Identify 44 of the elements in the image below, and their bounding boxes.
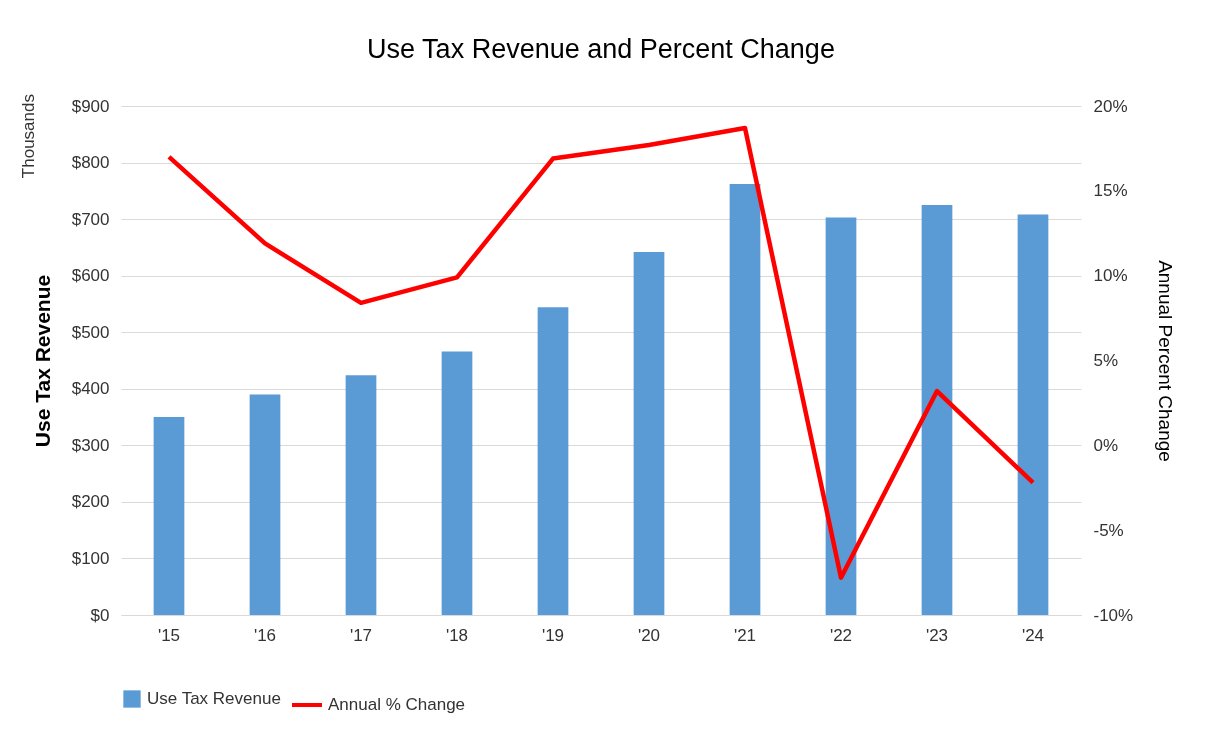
bar — [729, 184, 761, 615]
chart-title: Use Tax Revenue and Percent Change — [367, 34, 835, 64]
y-tick-label: $600 — [71, 266, 110, 286]
x-tick-label: '21 — [733, 625, 757, 645]
y2-axis-title: Annual Percent Change — [1155, 260, 1177, 462]
y-tick-label: $200 — [71, 492, 110, 512]
bar — [825, 217, 857, 615]
x-tick-label: '24 — [1021, 625, 1045, 645]
y-tick-label: $400 — [71, 379, 110, 399]
y-tick-label: $300 — [71, 435, 110, 455]
bar — [537, 307, 569, 615]
x-tick-label: '18 — [445, 625, 469, 645]
y-tick-label: $0 — [90, 605, 110, 625]
x-tick-label: '17 — [349, 625, 373, 645]
bar — [441, 351, 473, 615]
y2-tick-label: -5% — [1093, 520, 1124, 540]
bar — [249, 394, 281, 615]
y2-tick-label: 0% — [1093, 435, 1119, 455]
legend-label: Annual % Change — [328, 695, 466, 714]
x-tick-label: '20 — [637, 625, 661, 645]
y2-tick-label: 15% — [1093, 181, 1128, 201]
line-series — [166, 125, 1036, 580]
legend-label: Use Tax Revenue — [147, 689, 281, 708]
y2-tick-label: 10% — [1093, 266, 1128, 286]
x-tick-label: '22 — [829, 625, 853, 645]
y-tick-label: $100 — [71, 548, 110, 568]
x-tick-label: '16 — [253, 625, 277, 645]
y-tick-label: $500 — [71, 322, 110, 342]
y2-tick-label: 5% — [1093, 351, 1119, 370]
x-tick-label: '19 — [541, 625, 565, 645]
x-tick-label: '15 — [157, 625, 181, 645]
y-tick-label: $900 — [71, 96, 110, 116]
text: Thousands — [19, 94, 38, 179]
bar — [633, 251, 665, 615]
bar — [1017, 214, 1049, 615]
bar — [153, 417, 185, 615]
y2-tick-label: 20% — [1093, 96, 1128, 116]
bar — [345, 375, 377, 615]
y-tick-label: $800 — [71, 153, 110, 173]
y-tick-label: $700 — [71, 209, 110, 229]
y-axis-title: Use Tax Revenue — [30, 274, 54, 448]
y2-tick-label: -10% — [1093, 605, 1134, 625]
x-tick-label: '23 — [925, 625, 949, 645]
bar — [921, 204, 953, 615]
